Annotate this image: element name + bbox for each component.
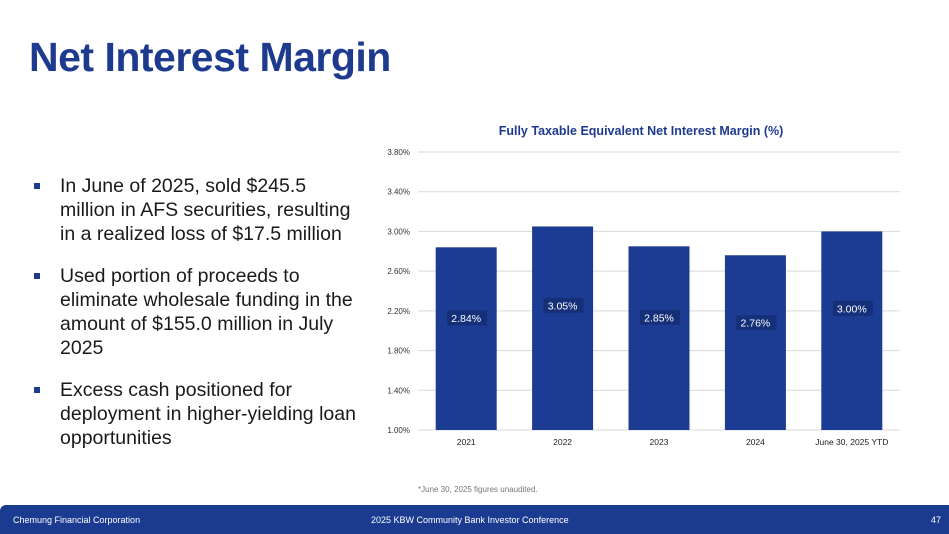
footer-company: Chemung Financial Corporation [13,515,141,525]
data-label-shadow [832,300,873,316]
bullet-item: Excess cash positioned for deployment in… [32,378,362,450]
y-tick-label: 1.80% [387,347,410,356]
bullet-icon [34,273,40,279]
nim-bar-chart: Fully Taxable Equivalent Net Interest Ma… [387,124,900,447]
data-label: 2.76% [741,318,771,330]
bullet-icon [34,387,40,393]
y-tick-label: 3.40% [387,188,410,197]
bar [821,231,883,430]
bullet-icon [34,183,40,189]
bullet-text: Excess cash positioned for deployment in… [60,379,356,449]
x-tick-label: 2023 [650,437,669,447]
data-label: 2.85% [644,312,674,324]
bar [628,246,690,430]
data-label: 2.84% [451,313,481,325]
bullet-list: In June of 2025, sold $245.5 million in … [32,174,362,468]
x-tick-label: 2021 [457,437,476,447]
x-tick-label: June 30, 2025 YTD [815,437,888,447]
x-tick-label: 2022 [553,437,572,447]
x-tick-label: 2024 [746,437,765,447]
data-label-shadow [736,315,777,331]
chart-title: Fully Taxable Equivalent Net Interest Ma… [499,124,784,138]
data-label-shadow [640,309,680,325]
y-tick-label: 2.20% [387,307,410,316]
data-label: 3.00% [837,303,867,315]
footer-event: 2025 KBW Community Bank Investor Confere… [371,515,569,525]
y-tick-label: 2.60% [387,267,410,276]
bar [532,226,594,430]
footer-bar: Chemung Financial Corporation 2025 KBW C… [0,505,949,534]
bullet-item: In June of 2025, sold $245.5 million in … [32,174,362,246]
bar [724,255,786,430]
data-label-shadow [543,297,584,313]
y-tick-label: 3.80% [387,148,410,157]
page-number: 47 [930,515,941,525]
bullet-text: In June of 2025, sold $245.5 million in … [60,175,351,245]
page-title: Net Interest Margin [29,34,391,80]
y-tick-label: 1.40% [387,386,410,395]
data-label: 3.05% [548,300,578,312]
bullet-item: Used portion of proceeds to eliminate wh… [32,264,362,360]
y-tick-label: 3.00% [387,227,410,236]
bar [435,247,497,430]
data-label-shadow [447,310,488,326]
footnote: *June 30, 2025 figures unaudited. [418,485,538,494]
y-tick-label: 1.00% [387,426,410,435]
bullet-text: Used portion of proceeds to eliminate wh… [60,265,353,359]
